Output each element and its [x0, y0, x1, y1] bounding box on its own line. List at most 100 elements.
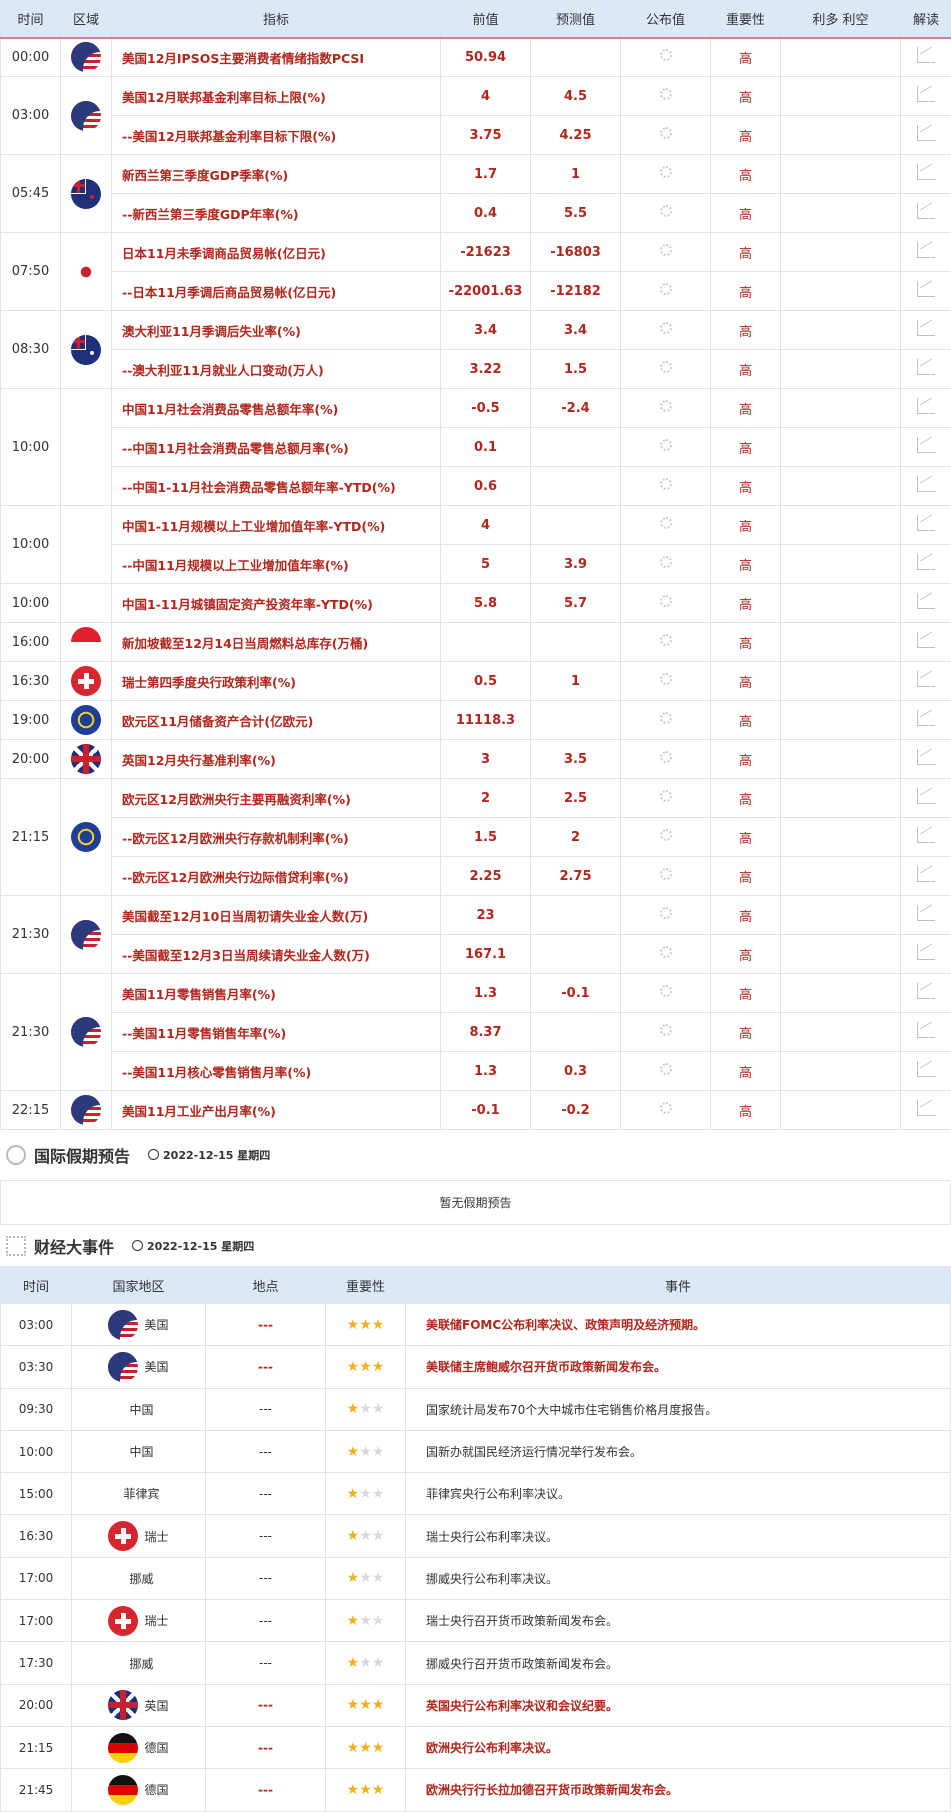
interpret-button[interactable]	[901, 38, 951, 77]
indicator-link[interactable]: 美国12月IPSOS主要消费者情绪指数PCSI	[112, 38, 441, 77]
chart-icon	[917, 47, 935, 63]
interpret-button[interactable]	[901, 623, 951, 662]
interpret-button[interactable]	[901, 974, 951, 1013]
interpret-button[interactable]	[901, 740, 951, 779]
indicator-link[interactable]: 美国11月工业产出月率(%)	[112, 1091, 441, 1130]
bull-bear	[781, 662, 901, 701]
interpret-button[interactable]	[901, 701, 951, 740]
country-cell: 中国	[72, 1388, 206, 1430]
interpret-button[interactable]	[901, 272, 951, 311]
event-time: 16:30	[1, 662, 61, 701]
indicator-link[interactable]: --日本11月季调后商品贸易帐(亿日元)	[112, 272, 441, 311]
indicator-link[interactable]: 中国11月社会消费品零售总额年率(%)	[112, 389, 441, 428]
indicator-link[interactable]: 日本11月未季调商品贸易帐(亿日元)	[112, 233, 441, 272]
indicator-link[interactable]: 新西兰第三季度GDP季率(%)	[112, 155, 441, 194]
country-name: 美国	[144, 1358, 168, 1375]
actual-value	[621, 701, 711, 740]
indicator-link[interactable]: --新西兰第三季度GDP年率(%)	[112, 194, 441, 233]
interpret-button[interactable]	[901, 467, 951, 506]
indicator-link[interactable]: --中国1-11月社会消费品零售总额年率-YTD(%)	[112, 467, 441, 506]
region-cell	[61, 38, 112, 77]
column-header: 解读	[901, 1, 951, 38]
importance: 高	[711, 662, 781, 701]
indicator-link[interactable]: --澳大利亚11月就业人口变动(万人)	[112, 350, 441, 389]
interpret-button[interactable]	[901, 779, 951, 818]
interpret-button[interactable]	[901, 584, 951, 623]
actual-value	[621, 818, 711, 857]
importance: 高	[711, 155, 781, 194]
importance: 高	[711, 935, 781, 974]
indicator-link[interactable]: 欧元区12月欧洲央行主要再融资利率(%)	[112, 779, 441, 818]
indicator-link[interactable]: --中国11月社会消费品零售总额月率(%)	[112, 428, 441, 467]
interpret-button[interactable]	[901, 1013, 951, 1052]
event-importance: ★★★	[326, 1726, 406, 1768]
indicator-link[interactable]: 美国截至12月10日当周初请失业金人数(万)	[112, 896, 441, 935]
interpret-button[interactable]	[901, 155, 951, 194]
interpret-button[interactable]	[901, 350, 951, 389]
indicator-link[interactable]: --欧元区12月欧洲央行存款机制利率(%)	[112, 818, 441, 857]
indicator-link[interactable]: --中国11月规模以上工业增加值年率(%)	[112, 545, 441, 584]
indicator-link[interactable]: 瑞士第四季度央行政策利率(%)	[112, 662, 441, 701]
indicator-link[interactable]: --欧元区12月欧洲央行边际借贷利率(%)	[112, 857, 441, 896]
region-cell	[61, 662, 112, 701]
interpret-button[interactable]	[901, 389, 951, 428]
indicator-link[interactable]: --美国11月零售销售年率(%)	[112, 1013, 441, 1052]
flag-us-icon	[108, 1352, 138, 1382]
star-icon: ★	[359, 1570, 372, 1586]
bull-bear	[781, 194, 901, 233]
interpret-button[interactable]	[901, 545, 951, 584]
interpret-button[interactable]	[901, 194, 951, 233]
interpret-button[interactable]	[901, 857, 951, 896]
chart-icon	[917, 944, 935, 960]
loading-icon	[660, 1063, 672, 1075]
indicator-link[interactable]: 欧元区11月储备资产合计(亿欧元)	[112, 701, 441, 740]
loading-icon	[660, 88, 672, 100]
forecast-value: 1	[531, 662, 621, 701]
interpret-button[interactable]	[901, 77, 951, 116]
indicator-link[interactable]: 美国11月零售销售月率(%)	[112, 974, 441, 1013]
event-importance: ★★★	[326, 1557, 406, 1599]
interpret-button[interactable]	[901, 311, 951, 350]
bull-bear	[781, 584, 901, 623]
interpret-button[interactable]	[901, 662, 951, 701]
interpret-button[interactable]	[901, 818, 951, 857]
forecast-value: 5.7	[531, 584, 621, 623]
indicator-link[interactable]: 英国12月央行基准利率(%)	[112, 740, 441, 779]
indicator-link[interactable]: --美国12月联邦基金利率目标下限(%)	[112, 116, 441, 155]
flag-gb-icon	[108, 1690, 138, 1720]
indicator-link[interactable]: 澳大利亚11月季调后失业率(%)	[112, 311, 441, 350]
indicator-link[interactable]: --美国截至12月3日当周续请失业金人数(万)	[112, 935, 441, 974]
interpret-button[interactable]	[901, 896, 951, 935]
event-description: 欧洲央行公布利率决议。	[406, 1726, 951, 1768]
indicator-link[interactable]: 美国12月联邦基金利率目标上限(%)	[112, 77, 441, 116]
interpret-button[interactable]	[901, 506, 951, 545]
column-header: 时间	[1, 1, 61, 38]
interpret-button[interactable]	[901, 1091, 951, 1130]
event-description: 欧洲央行行长拉加德召开货币政策新闻发布会。	[406, 1769, 951, 1811]
forecast-value	[531, 467, 621, 506]
country-cell: 菲律宾	[72, 1473, 206, 1515]
interpret-button[interactable]	[901, 1052, 951, 1091]
forecast-value: 5.5	[531, 194, 621, 233]
column-header: 指标	[112, 1, 441, 38]
interpret-button[interactable]	[901, 428, 951, 467]
indicator-link[interactable]: --美国11月核心零售销售月率(%)	[112, 1052, 441, 1091]
loading-icon	[660, 868, 672, 880]
flag-au-icon	[71, 335, 101, 365]
indicator-link[interactable]: 中国1-11月规模以上工业增加值年率-YTD(%)	[112, 506, 441, 545]
event-time: 17:00	[1, 1600, 72, 1642]
indicator-link[interactable]: 中国1-11月城镇固定资产投资年率-YTD(%)	[112, 584, 441, 623]
interpret-button[interactable]	[901, 116, 951, 155]
chart-icon	[917, 125, 935, 141]
region-cell	[61, 701, 112, 740]
actual-value	[621, 467, 711, 506]
indicator-link[interactable]: 新加坡截至12月14日当周燃料总库存(万桶)	[112, 623, 441, 662]
column-header: 公布值	[621, 1, 711, 38]
interpret-button[interactable]	[901, 233, 951, 272]
country-name: 德国	[144, 1739, 168, 1756]
event-importance: ★★★	[326, 1346, 406, 1388]
interpret-button[interactable]	[901, 935, 951, 974]
event-time: 16:00	[1, 623, 61, 662]
